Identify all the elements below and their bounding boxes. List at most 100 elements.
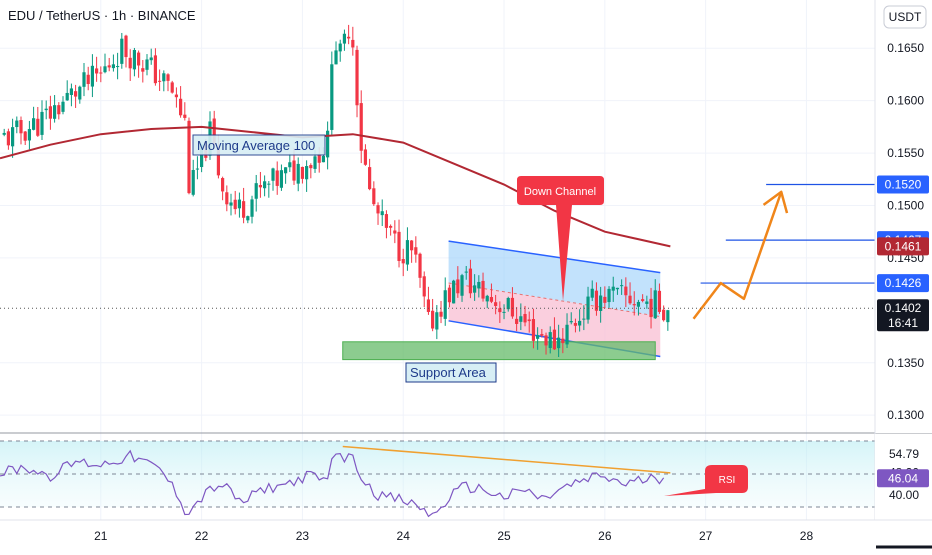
candle-body [485,295,489,302]
candle-body [317,154,321,163]
channel-upper-line [448,240,661,274]
candle-body [548,332,552,348]
candle-body [53,105,57,119]
candle-body [86,74,90,85]
candle-body [179,98,183,116]
currency-button[interactable]: USDT [883,5,927,29]
candle-body [510,297,515,317]
candle-body [565,324,569,345]
candle-body [473,285,477,293]
candle-body [347,36,351,39]
candle-body [494,302,498,306]
candle-body [401,259,405,264]
candle-body [132,49,137,70]
candle-body [145,59,149,70]
candle-body [523,313,527,323]
support-area-label-box: Support Area [405,362,497,383]
candle-body [506,297,510,310]
candle-body [426,299,431,312]
candle-body [124,35,128,58]
price-tick-label: 0.1350 [887,356,924,370]
candle-body [338,43,342,52]
rsi-tick-label: 40.00 [889,488,919,502]
candle-body [590,288,594,298]
price-tick-label: 0.1600 [887,94,924,108]
price-tag-countdown: 16:41 [888,316,918,330]
candle-body [468,268,473,294]
candle-body [582,318,586,320]
candle-body [191,169,195,195]
symbol-title: EDU / TetherUS · 1h · BINANCE [8,8,196,23]
candle-body [229,202,233,206]
time-tick-label: 22 [195,529,209,543]
candle-body [326,130,330,158]
candle-body [305,166,309,180]
candle-body [620,285,624,287]
candle-body [212,118,216,145]
price-scale[interactable] [875,0,932,433]
candle-body [313,156,317,169]
candle-body [384,214,389,228]
candle-body [166,74,170,81]
candle-body [351,39,355,48]
candle-body [481,280,485,299]
candle-body [334,50,338,65]
candle-body [292,160,296,181]
candle-body [657,290,662,312]
candle-body [32,118,36,130]
candle-body [120,38,124,64]
candle-body [44,108,48,111]
candle-body [15,120,19,128]
candle-body [271,168,275,181]
price-tag-box [877,175,929,194]
candle-body [380,211,384,216]
time-tick-label: 27 [699,529,713,543]
time-tick-label: 21 [94,529,108,543]
candle-body [422,276,426,297]
price-tag-label: 0.1461 [885,239,922,253]
candle-body [527,319,531,322]
rsi-line [0,449,665,518]
candle-body [573,323,578,326]
candle-body [452,280,456,304]
candle-body [195,168,200,170]
candle-body [603,296,607,303]
candle-body [103,66,107,73]
candle-body [561,338,565,344]
candle-body [439,311,443,317]
candle-body [263,181,267,189]
time-tick-label: 26 [598,529,612,543]
candle-body [552,329,557,350]
time-axis[interactable] [0,521,932,550]
candle-body [61,101,65,112]
candle-body [578,320,582,326]
candle-body [162,73,166,82]
candle-body [258,184,263,188]
candle-body [279,170,284,188]
candle-body [666,310,670,323]
candle-body [628,295,632,304]
candle-body [447,287,452,303]
candle-body [611,286,615,291]
candle-body [641,299,645,301]
candle-body [431,310,435,329]
projection-path [692,190,789,320]
moving-average-line [0,125,671,248]
candle-body [632,304,636,306]
candle-body [544,335,548,346]
rsi-tag-box [877,469,929,488]
candle-body [2,132,6,135]
candle-body [594,290,599,311]
rsi-tick-label: 54.79 [889,447,919,461]
candle-body [368,167,372,190]
candle-body [489,297,494,302]
rsi-trendline [342,445,671,474]
candle-body [183,114,187,118]
candle-body [284,167,288,174]
candle-body [107,65,111,68]
candle-body [221,178,225,192]
candle-body [624,286,628,296]
candle-body [36,118,40,136]
